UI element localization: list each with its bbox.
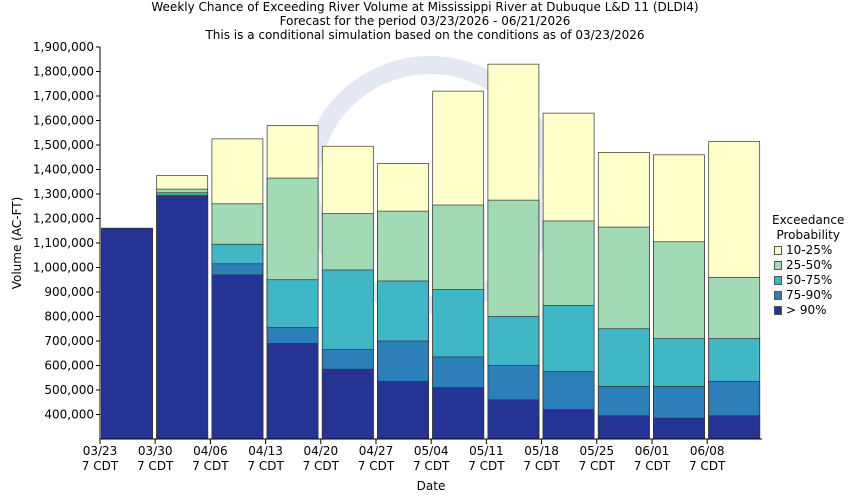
x-tick-label-date: 04/13 xyxy=(248,444,283,458)
x-tick-label-date: 06/08 xyxy=(690,444,725,458)
legend-label: 50-75% xyxy=(786,273,833,287)
bar-06-01-90 xyxy=(653,417,705,440)
bar-05-04-90 xyxy=(432,387,485,440)
legend-swatch xyxy=(774,246,782,255)
y-tick-label: 1,000,000 xyxy=(33,261,94,275)
y-tick-label: 1,800,000 xyxy=(33,65,94,79)
x-tick-label-tz: 7 CDT xyxy=(523,459,560,473)
x-tick-label-date: 03/30 xyxy=(138,444,173,458)
x-tick-label-tz: 7 CDT xyxy=(303,459,340,473)
y-tick-label: 1,300,000 xyxy=(33,187,94,201)
x-tick-label-date: 04/27 xyxy=(359,444,394,458)
legend-swatch xyxy=(774,261,782,270)
bar-05-18-90 xyxy=(542,409,595,440)
bar-04-27-90 xyxy=(377,381,429,440)
y-tick-label: 800,000 xyxy=(44,310,94,324)
x-tick-label-tz: 7 CDT xyxy=(247,459,284,473)
chart-title-block: Weekly Chance of Exceeding River Volume … xyxy=(0,0,850,42)
x-tick-label-tz: 7 CDT xyxy=(579,459,616,473)
x-tick-label-tz: 7 CDT xyxy=(634,459,671,473)
y-tick-label: 700,000 xyxy=(44,334,94,348)
legend-swatch xyxy=(774,276,782,285)
x-tick-label-tz: 7 CDT xyxy=(358,459,395,473)
bar-03-23-90 xyxy=(101,227,153,440)
x-tick-label-tz: 7 CDT xyxy=(413,459,450,473)
legend-item: 25-50% xyxy=(774,258,844,273)
y-tick-label: 1,400,000 xyxy=(33,163,94,177)
x-tick-label-date: 04/20 xyxy=(304,444,339,458)
legend-title-line-1: Exceedance xyxy=(772,213,845,227)
legend: Exceedance Probability 10-25% 25-50% 50-75… xyxy=(772,213,844,318)
y-tick-label: 1,900,000 xyxy=(33,40,94,54)
x-tick-label-date: 06/01 xyxy=(635,444,670,458)
x-tick-label-tz: 7 CDT xyxy=(689,459,726,473)
y-tick-label: 1,700,000 xyxy=(33,89,94,103)
x-tick-label-date: 05/04 xyxy=(414,444,449,458)
y-tick-label: 1,500,000 xyxy=(33,138,94,152)
legend-label: > 90% xyxy=(786,303,827,317)
y-tick-label: 1,200,000 xyxy=(33,212,94,226)
legend-item: > 90% xyxy=(774,303,844,318)
y-tick-label: 1,600,000 xyxy=(33,114,94,128)
x-tick-label-tz: 7 CDT xyxy=(137,459,174,473)
x-tick-label-date: 05/18 xyxy=(524,444,559,458)
y-tick-label: 600,000 xyxy=(44,359,94,373)
bar-04-20-90 xyxy=(321,368,374,440)
legend-item: 75-90% xyxy=(774,288,844,303)
chart-title: Weekly Chance of Exceeding River Volume … xyxy=(151,0,699,14)
plot-area xyxy=(100,47,762,439)
legend-swatch xyxy=(774,291,782,300)
legend-item: 10-25% xyxy=(774,243,844,258)
bar-04-13-90 xyxy=(266,343,319,440)
y-tick-label: 1,100,000 xyxy=(33,236,94,250)
legend-title-line-2: Probability xyxy=(776,228,840,242)
bar-03-30-90 xyxy=(156,196,209,440)
x-tick-label-date: 05/25 xyxy=(580,444,615,458)
x-tick-label-tz: 7 CDT xyxy=(192,459,229,473)
x-tick-label-date: 03/23 xyxy=(83,444,118,458)
y-axis-title: Volume (AC-FT) xyxy=(10,197,24,290)
legend-item: 50-75% xyxy=(774,273,844,288)
x-tick-label-tz: 7 CDT xyxy=(82,459,119,473)
y-tick-label: 400,000 xyxy=(44,408,94,422)
legend-swatch xyxy=(774,306,782,315)
x-tick-label-date: 05/11 xyxy=(469,444,504,458)
y-tick-label: 500,000 xyxy=(44,383,94,397)
bar-04-06-90 xyxy=(211,274,264,440)
bar-06-08-90 xyxy=(708,415,761,440)
legend-label: 10-25% xyxy=(786,243,833,257)
bar-05-11-90 xyxy=(487,399,540,440)
chart-subtitle-2: This is a conditional simulation based o… xyxy=(205,28,645,42)
legend-label: 25-50% xyxy=(786,258,833,272)
x-axis-title: Date xyxy=(417,479,446,493)
bar-05-25-90 xyxy=(597,415,650,440)
legend-label: 75-90% xyxy=(786,288,833,302)
chart-subtitle: Forecast for the period 03/23/2026 - 06/… xyxy=(279,14,571,28)
x-tick-label-tz: 7 CDT xyxy=(468,459,505,473)
y-tick-label: 900,000 xyxy=(44,285,94,299)
x-tick-label-date: 04/06 xyxy=(193,444,228,458)
